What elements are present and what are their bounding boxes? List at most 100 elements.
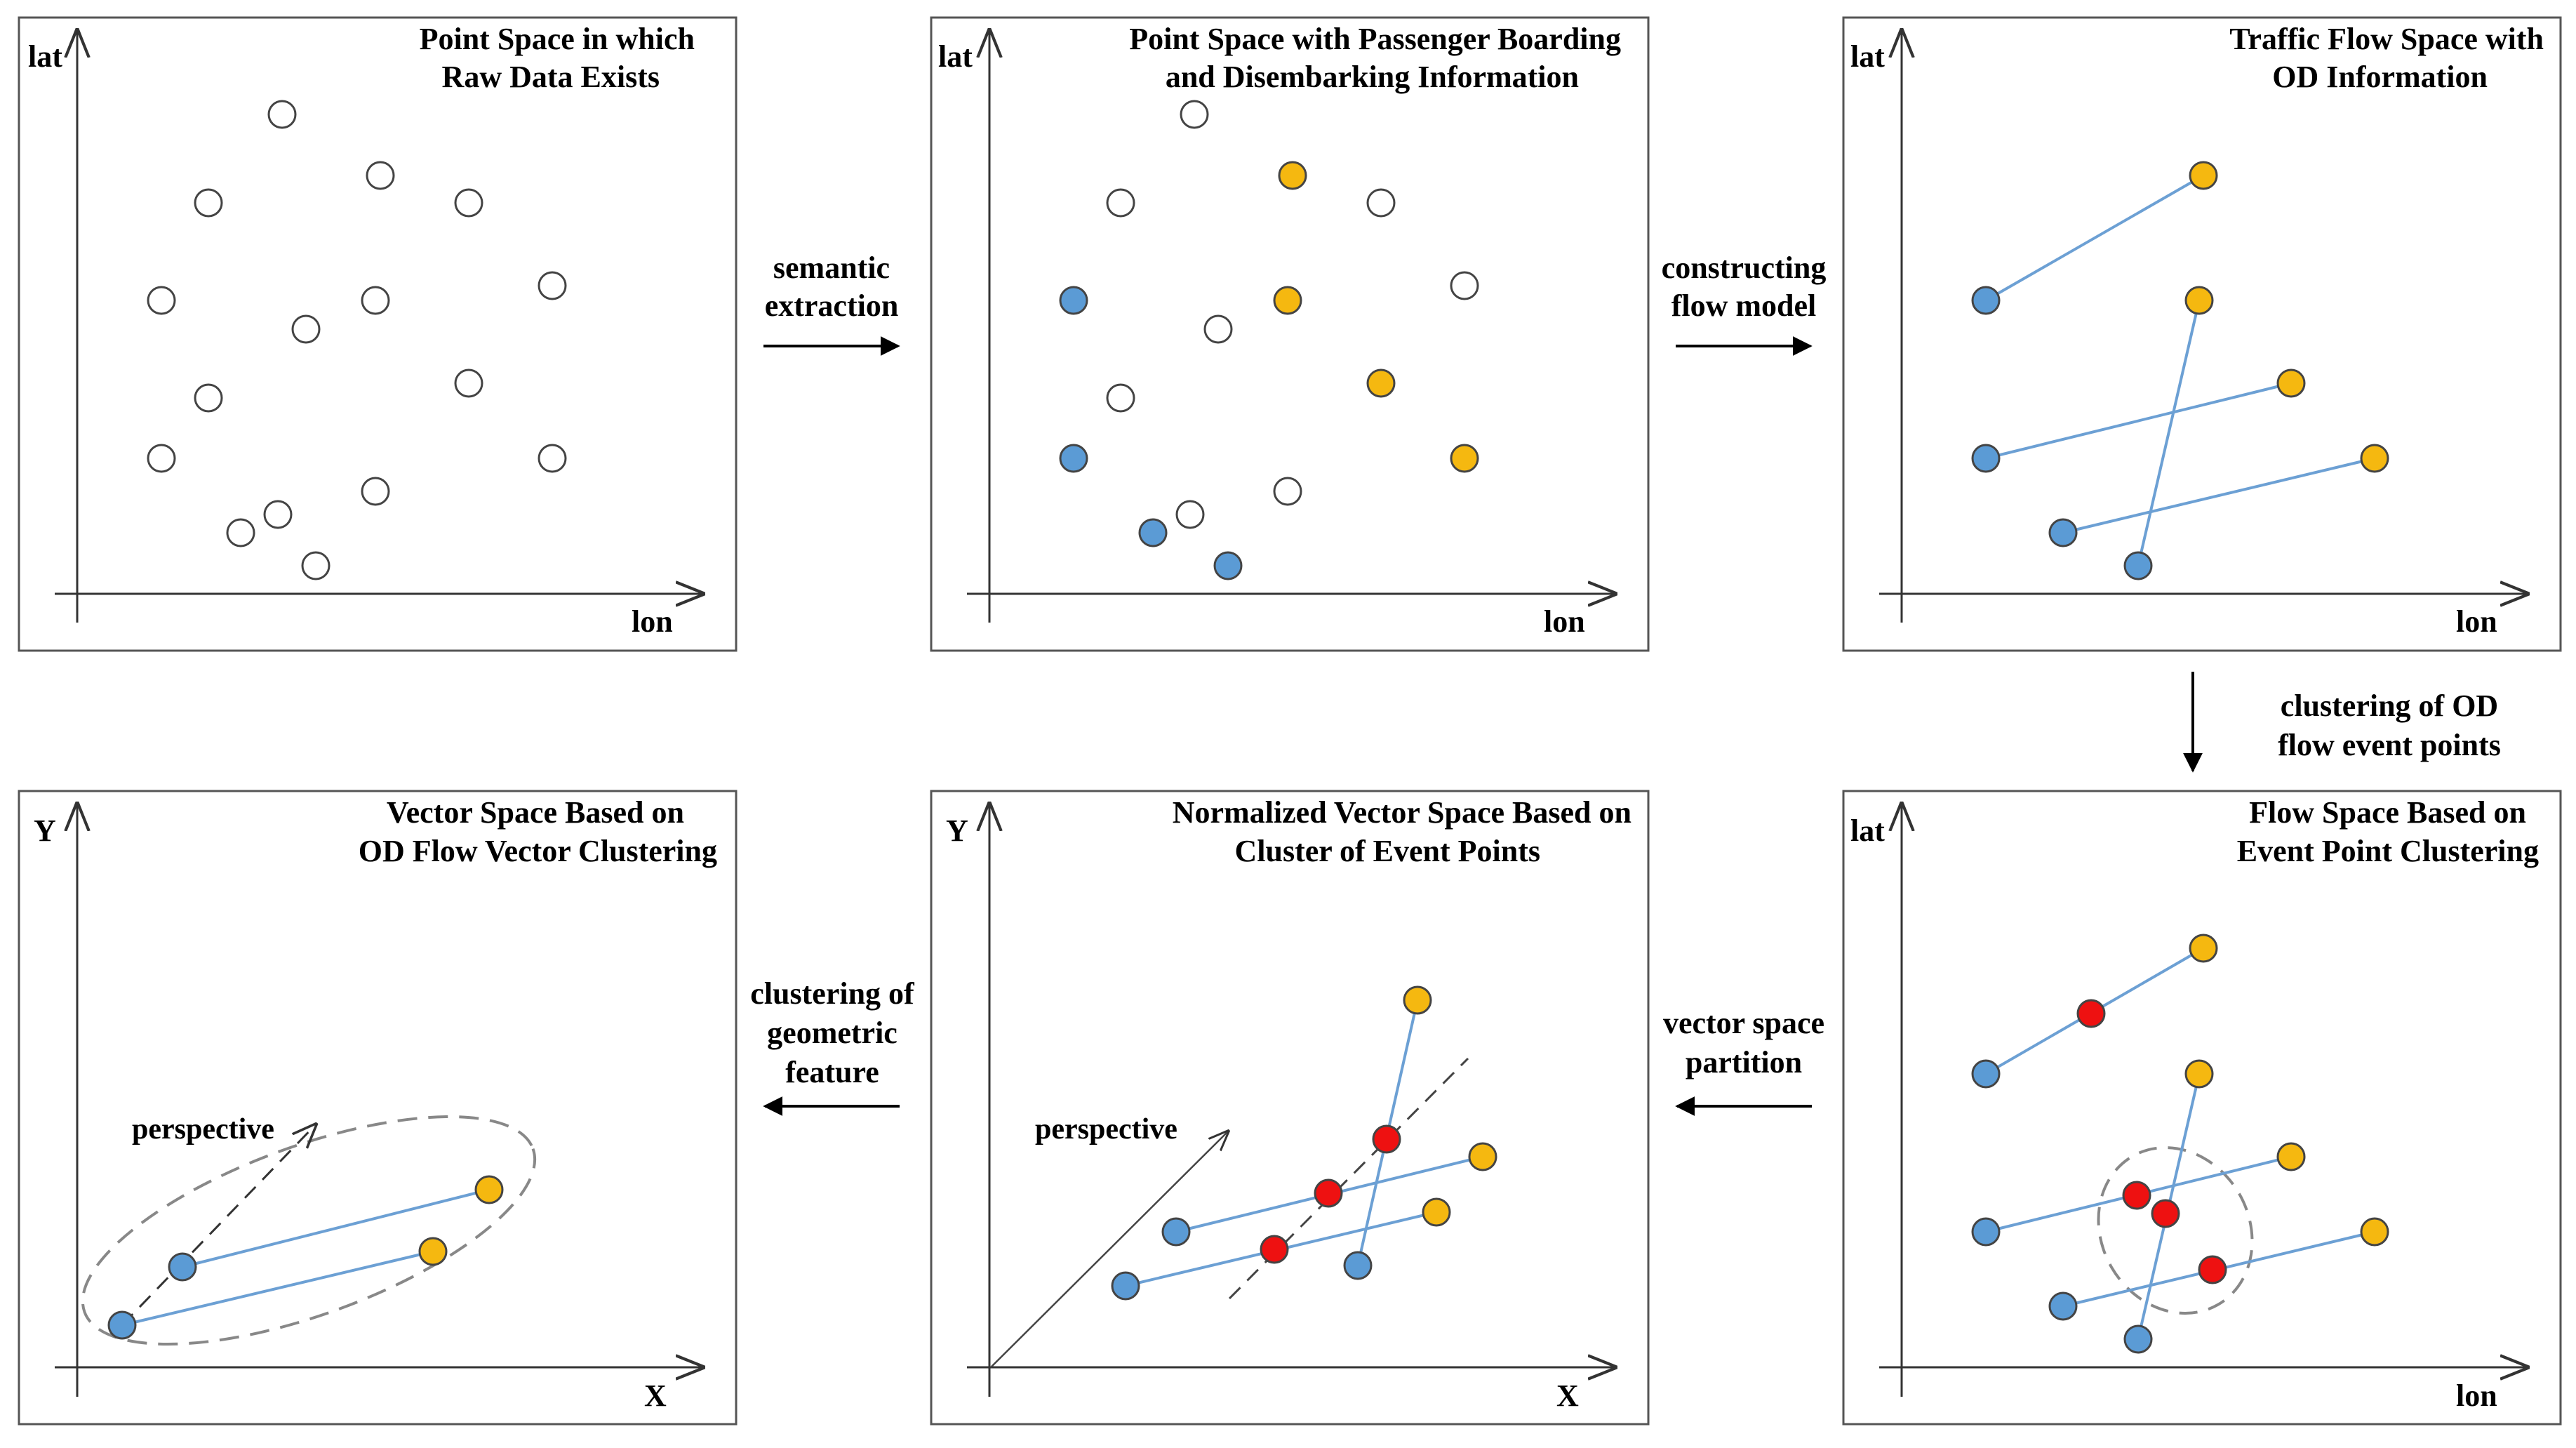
panel-title-line-2: and Disembarking Information	[1166, 60, 1579, 94]
destination-point	[2189, 161, 2218, 190]
arrow-label-line-1: vector space	[1663, 1006, 1824, 1040]
arrow-label-line-1: semantic	[773, 251, 890, 285]
flow-line	[2062, 457, 2375, 534]
x-axis-label: lon	[632, 604, 673, 639]
destination-point	[2276, 1142, 2306, 1171]
cluster-ellipse	[81, 1115, 537, 1346]
panel-boarding-info: lat lon Point Space with Passenger Board…	[930, 16, 1650, 652]
flow-line	[1985, 382, 2292, 460]
raw-point	[361, 286, 390, 315]
y-axis-label: lat	[28, 39, 62, 74]
y-axis-label: Y	[34, 813, 56, 848]
origin-point	[2048, 518, 2078, 547]
panel-title-line-1: Traffic Flow Space with	[2229, 22, 2544, 56]
raw-point	[1106, 188, 1135, 218]
panel-frame	[18, 16, 738, 652]
origin-point	[1111, 1271, 1140, 1301]
raw-point	[454, 368, 483, 398]
panel-frame	[930, 790, 1650, 1426]
panel-title-line-2: OD Information	[2272, 60, 2488, 94]
arrow-vector-space-partition: vector space partition	[1663, 1006, 1824, 1116]
destination-point	[2184, 286, 2214, 315]
raw-point	[263, 500, 293, 529]
raw-points	[147, 100, 567, 580]
origin-point	[2048, 1291, 2078, 1321]
arrow-label-line-2: extraction	[765, 288, 899, 323]
raw-point	[301, 551, 331, 580]
arrow-constructing-flow-model: constructing flow model	[1662, 251, 1826, 356]
arrow-clustering-geometric-feature: clustering of geometric feature	[750, 976, 915, 1116]
panel-title-line-2: Cluster of Event Points	[1234, 834, 1540, 868]
y-axis-label: lat	[1850, 39, 1885, 74]
origin-point	[168, 1252, 197, 1282]
flow-line	[121, 1250, 434, 1327]
od-points	[1971, 161, 2389, 580]
flow-line	[2137, 300, 2201, 566]
destination-point	[2189, 934, 2218, 963]
x-axis-label: X	[1556, 1379, 1579, 1413]
raw-point	[194, 188, 223, 218]
origin-point	[1213, 551, 1243, 580]
destination-point	[2276, 368, 2306, 398]
perspective-label: perspective	[1035, 1113, 1177, 1145]
flow-line	[1985, 174, 2204, 302]
panel-title-line-2: OD Flow Vector Clustering	[359, 834, 717, 868]
origin-point	[1971, 1059, 2001, 1089]
arrow-clustering-od-flow-event-points: clustering of OD flow event points	[2183, 672, 2501, 773]
raw-point	[361, 477, 390, 506]
raw-point	[538, 271, 567, 300]
panel-od-vector-clustering: Y X Vector Space Based on OD Flow Vector…	[18, 790, 738, 1426]
destination-point	[1278, 161, 1307, 190]
event-point	[2076, 999, 2106, 1028]
y-axis-label: lat	[938, 39, 973, 74]
origin-point	[1971, 444, 2001, 473]
origin-point	[1059, 444, 1088, 473]
event-point	[2122, 1181, 2151, 1210]
event-point	[1314, 1178, 1343, 1208]
origin-point	[1971, 1217, 2001, 1247]
raw-point	[366, 161, 395, 190]
arrow-label-line-1: clustering of OD	[2281, 689, 2498, 723]
destination-point	[1450, 444, 1479, 473]
arrow-label-line-2: flow event points	[2278, 728, 2501, 762]
panel-title-line-1: Normalized Vector Space Based on	[1173, 795, 1631, 830]
raw-point	[1273, 477, 1302, 506]
origin-point	[1161, 1217, 1191, 1247]
raw-point	[267, 100, 297, 129]
perspective-label: perspective	[132, 1113, 274, 1145]
panel-frame	[930, 16, 1650, 652]
raw-point	[1203, 314, 1233, 344]
raw-point	[538, 444, 567, 473]
panel-title-line-1: Vector Space Based on	[387, 795, 684, 830]
panel-raw-data: lat lon Point Space in which Raw Data Ex…	[18, 16, 738, 652]
panel-frame	[1842, 790, 2562, 1426]
od-points	[107, 1175, 504, 1340]
event-point	[2198, 1255, 2227, 1284]
raw-point	[147, 444, 176, 473]
panel-frame	[1842, 16, 2562, 652]
raw-point	[454, 188, 483, 218]
raw-point	[194, 383, 223, 413]
raw-point	[1450, 271, 1479, 300]
destination-point	[2360, 444, 2389, 473]
panel-title-line-1: Point Space in which	[420, 22, 695, 56]
arrow-label-line-2: geometric	[767, 1016, 897, 1050]
destination-point	[1273, 286, 1302, 315]
y-axis-label: lat	[1850, 813, 1885, 848]
destination-point	[418, 1237, 448, 1266]
origin-point	[1059, 286, 1088, 315]
panel-title-line-2: Event Point Clustering	[2237, 834, 2539, 868]
origin-point	[2123, 1324, 2153, 1354]
flow-lines	[121, 1188, 490, 1327]
flow-line	[182, 1188, 490, 1268]
x-axis-label: lon	[2456, 1379, 2497, 1413]
x-axis-label: lon	[1544, 604, 1585, 639]
origin-point	[107, 1310, 137, 1340]
event-point	[1260, 1235, 1289, 1264]
panel-title-line-1: Flow Space Based on	[2249, 795, 2526, 830]
x-axis-label: X	[644, 1379, 667, 1413]
destination-point	[1468, 1142, 1497, 1171]
destination-point	[1422, 1197, 1451, 1227]
panel-title-line-1: Point Space with Passenger Boarding	[1129, 22, 1621, 56]
panel-traffic-flow: lat lon Traffic Flow Space with OD Infor…	[1842, 16, 2562, 652]
